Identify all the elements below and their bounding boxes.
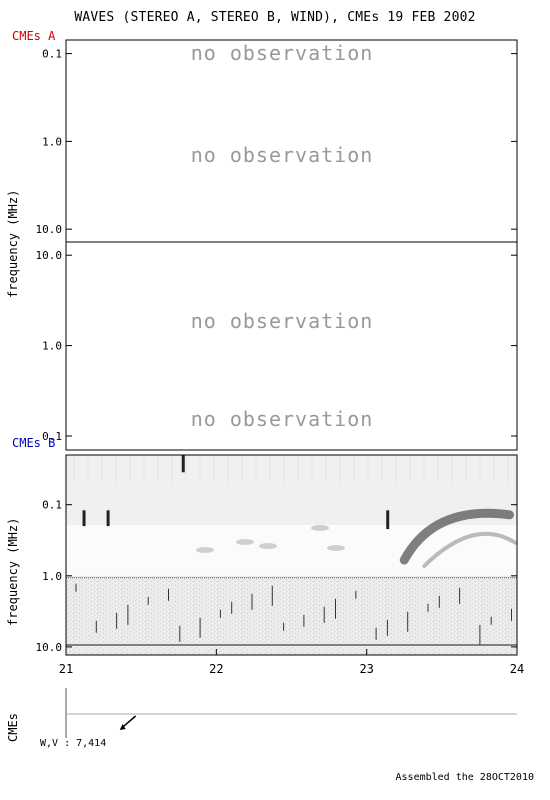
y-tick-label: 10.0 (36, 641, 63, 654)
y-tick-label: 1.0 (42, 135, 62, 148)
x-tick-label: 23 (359, 662, 373, 676)
wind-hf-noise (66, 575, 517, 655)
stereo-panel-frame (65, 241, 518, 451)
x-tick-label: 21 (59, 662, 73, 676)
wind-haze-band (66, 455, 517, 525)
y-tick-label: 0.1 (42, 499, 62, 512)
faint-emission (196, 547, 214, 553)
plot-title: WAVES (STEREO A, STEREO B, WIND), CMEs 1… (74, 10, 476, 25)
cme-arrow (121, 715, 137, 729)
cmes-a-label: CMEs A (12, 29, 56, 43)
wind-frame (65, 454, 518, 656)
no-observation-annotation: no observation (191, 309, 374, 333)
cme-arrowhead (119, 724, 126, 730)
stereo-panel-frame (65, 39, 518, 243)
type-ii-tail (422, 531, 518, 569)
faint-emission (311, 525, 329, 531)
assembled-footer: Assembled the 28OCT2010 (395, 772, 534, 783)
faint-emission (259, 543, 277, 549)
no-observation-annotation: no observation (191, 407, 374, 431)
wv-label: W,V : 7,414 (40, 738, 107, 749)
faint-emission (327, 545, 345, 551)
y-tick-label: 1.0 (42, 340, 62, 353)
type-ii-drift (399, 508, 514, 565)
y-tick-label: 0.1 (42, 430, 62, 443)
faint-emission (236, 539, 254, 545)
x-tick-label: 24 (510, 662, 524, 676)
y-tick-label: 0.1 (42, 48, 62, 61)
no-observation-annotation: no observation (191, 41, 374, 65)
x-tick-label: 22 (209, 662, 223, 676)
no-observation-annotation: no observation (191, 143, 374, 167)
y-tick-label: 10.0 (36, 249, 63, 262)
wind-spectrum (66, 455, 518, 655)
y-tick-label: 1.0 (42, 570, 62, 583)
y-tick-label: 10.0 (36, 223, 63, 236)
cmes-b-label: CMEs B (12, 436, 56, 450)
